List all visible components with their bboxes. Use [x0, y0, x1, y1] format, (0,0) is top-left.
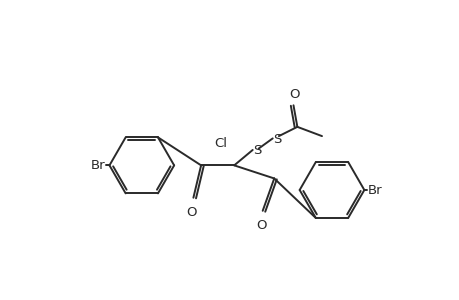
- Text: O: O: [255, 219, 266, 232]
- Text: Cl: Cl: [213, 137, 226, 150]
- Text: O: O: [186, 206, 197, 219]
- Text: Br: Br: [91, 159, 106, 172]
- Text: Br: Br: [367, 184, 382, 196]
- Text: S: S: [253, 144, 261, 157]
- Text: S: S: [273, 134, 281, 146]
- Text: O: O: [288, 88, 299, 101]
